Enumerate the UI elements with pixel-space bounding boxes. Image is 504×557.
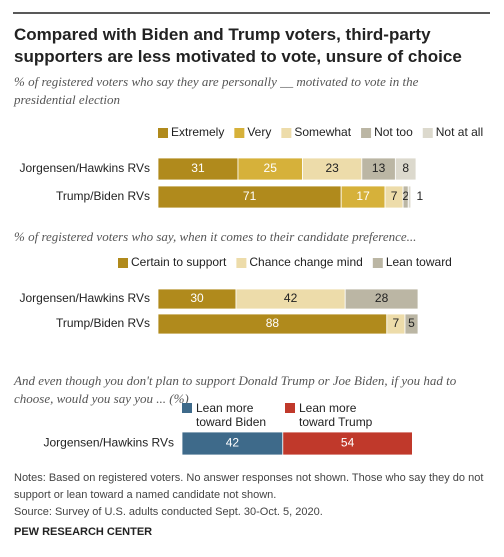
- brand: PEW RESEARCH CENTER: [14, 526, 153, 538]
- legend-swatch: [236, 258, 247, 268]
- legend-label: Lean more toward Trump: [299, 401, 373, 429]
- subtitle: And even though you don't plan to suppor…: [14, 373, 457, 406]
- value-label: 5: [408, 316, 415, 330]
- value-label: 8: [402, 161, 409, 175]
- legend-swatch: [281, 128, 292, 138]
- legend-swatch: [422, 128, 433, 138]
- legend-swatch: [234, 128, 245, 138]
- legend-label: Extremely: [171, 125, 224, 139]
- value-label: 23: [325, 161, 339, 175]
- legend-label: Not at all: [436, 125, 483, 139]
- category-label: Trump/Biden RVs: [56, 189, 150, 203]
- value-label: 28: [375, 291, 389, 305]
- subtitle: % of registered voters who say they are …: [14, 74, 419, 107]
- value-label: 71: [243, 189, 257, 203]
- source: Source: Survey of U.S. adults conducted …: [14, 506, 323, 518]
- value-label: 88: [266, 316, 280, 330]
- legend-swatch: [285, 403, 295, 413]
- legend-label: Not too: [374, 125, 413, 139]
- title: Compared with Biden and Trump voters, th…: [14, 25, 462, 66]
- value-label: 30: [190, 291, 204, 305]
- value-label: 54: [341, 436, 355, 450]
- legend-swatch: [158, 128, 168, 138]
- bar-segment: [394, 157, 417, 181]
- legend-swatch: [361, 128, 372, 138]
- legend-swatch: [118, 258, 128, 268]
- value-label: 7: [393, 316, 400, 330]
- value-label: 25: [264, 161, 278, 175]
- value-label: 42: [284, 291, 298, 305]
- value-label: 31: [191, 161, 205, 175]
- value-label: 2: [402, 189, 409, 203]
- category-label: Jorgensen/Hawkins RVs: [19, 161, 150, 175]
- legend-item: Lean more toward Trump: [285, 401, 389, 429]
- bar-segment: [282, 431, 413, 456]
- legend-label: Lean more toward Biden: [196, 401, 267, 429]
- bar-segment: [404, 313, 419, 335]
- legend-item: Lean more toward Biden: [182, 401, 286, 429]
- value-label: 7: [391, 189, 398, 203]
- bar-segment: [407, 185, 412, 209]
- value-label: 42: [226, 436, 240, 450]
- legend-label: Certain to support: [131, 255, 227, 269]
- value-label: 17: [356, 189, 370, 203]
- category-label: Trump/Biden RVs: [56, 316, 150, 330]
- legend-label: Very: [247, 125, 271, 139]
- note: Notes: Based on registered voters. No an…: [14, 472, 484, 501]
- legend-swatch: [372, 258, 383, 268]
- category-label: Jorgensen/Hawkins RVs: [43, 436, 174, 450]
- notes: Notes: Based on registered voters. No an…: [14, 470, 484, 521]
- value-label: 1: [416, 189, 423, 203]
- legend-label: Chance change mind: [249, 255, 362, 269]
- value-label: 13: [372, 161, 386, 175]
- legend-swatch: [182, 403, 192, 413]
- legend-label: Somewhat: [294, 125, 351, 139]
- subtitle: % of registered voters who say, when it …: [14, 229, 417, 244]
- category-label: Jorgensen/Hawkins RVs: [19, 291, 150, 305]
- legend-label: Lean toward: [386, 255, 452, 269]
- bar-segment: [344, 288, 419, 310]
